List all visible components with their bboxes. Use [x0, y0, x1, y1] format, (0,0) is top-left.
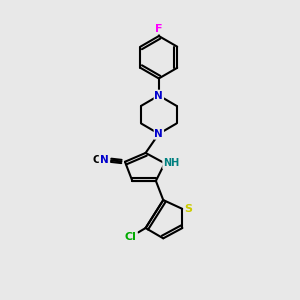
Text: NH: NH: [163, 158, 179, 168]
Text: N: N: [154, 129, 163, 139]
Text: CN: CN: [92, 155, 109, 165]
Text: S: S: [184, 204, 192, 214]
Text: F: F: [155, 24, 163, 34]
Text: N: N: [100, 155, 108, 165]
Text: Cl: Cl: [125, 232, 137, 242]
Text: N: N: [154, 91, 163, 100]
